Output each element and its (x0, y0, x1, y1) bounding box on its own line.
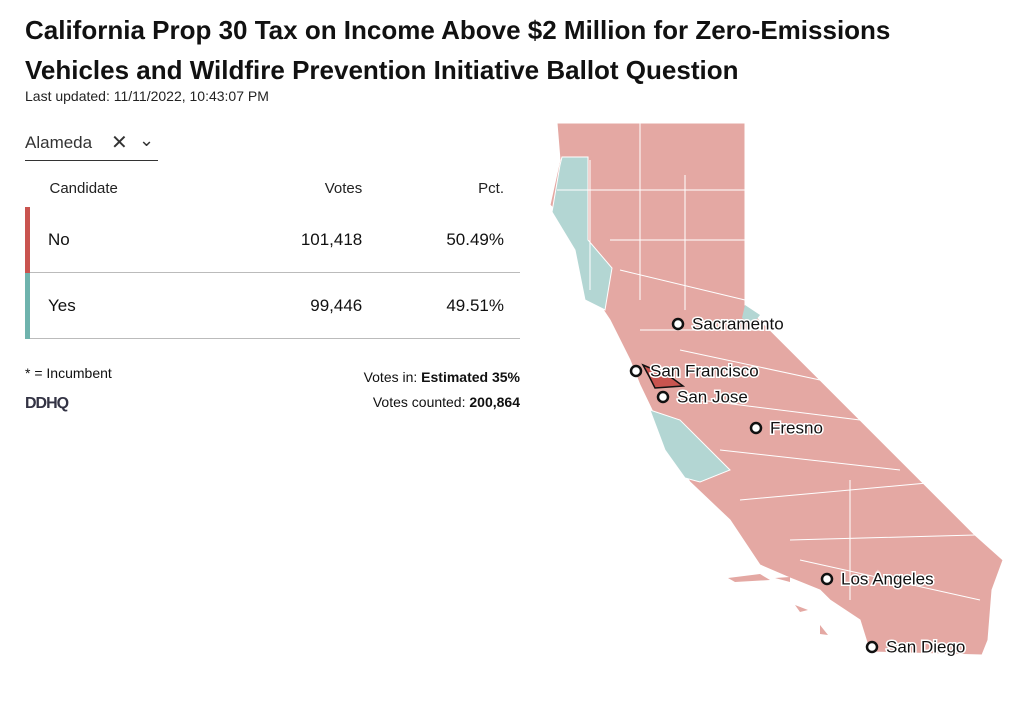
row: No 101,418 50.49% (25, 207, 520, 273)
county-selector[interactable]: Alameda ✕ ⌄ (25, 130, 158, 161)
county-name: Alameda (25, 133, 93, 152)
city-label: San Jose (677, 387, 748, 406)
city-marker (629, 364, 643, 378)
votes-info: Votes in: Estimated 35% Votes counted: 2… (364, 365, 520, 415)
county-lines (557, 123, 981, 601)
city-marker (749, 421, 763, 435)
state (549, 122, 1004, 656)
col-head: Votes (324, 180, 363, 197)
city-label: Los Angeles (841, 569, 934, 588)
city-label: Fresno (770, 418, 823, 437)
islands (728, 574, 828, 635)
label: Votes in: (363, 369, 418, 385)
footnote: * = Incumbent (25, 365, 112, 381)
candidate: No (25, 207, 230, 273)
city-marker (865, 640, 879, 654)
value: Estimated 35% (421, 369, 520, 385)
city-label: San Francisco (650, 361, 759, 380)
col-head: Pct. (478, 180, 504, 197)
cities (629, 317, 879, 654)
city-marker (656, 390, 670, 404)
logo: DDHQ (25, 395, 69, 412)
city-marker (671, 317, 685, 331)
row: Yes 99,446 49.51% (25, 272, 520, 339)
results-table: Candidate Votes Pct. No 101,418 50.49% Yes 99… (25, 170, 520, 339)
city-label: San Diego (886, 637, 965, 656)
pct: 49.51% (378, 272, 520, 339)
dropdown-icon[interactable]: ⌄ (139, 130, 155, 150)
candidate: Yes (25, 272, 230, 339)
col-head: Candidate (49, 180, 118, 197)
city-label: Sacramento (692, 314, 784, 333)
label: Votes counted: (372, 394, 466, 410)
clear-icon[interactable]: ✕ (111, 132, 128, 154)
pct: 50.49% (378, 207, 520, 273)
east-teal (742, 305, 760, 325)
title: California Prop 30 Tax on Income Above $… (25, 15, 891, 85)
value: 200,864 (469, 394, 520, 410)
coast-north (551, 156, 613, 311)
votes: 101,418 (229, 207, 379, 273)
last-updated: Last updated: 11/11/2022, 10:43:07 PM (25, 88, 269, 104)
header-row: Candidate Votes Pct. (28, 170, 521, 207)
alameda (641, 363, 686, 389)
coast-central (649, 409, 731, 483)
city-marker (820, 572, 834, 586)
votes: 99,446 (229, 272, 379, 339)
